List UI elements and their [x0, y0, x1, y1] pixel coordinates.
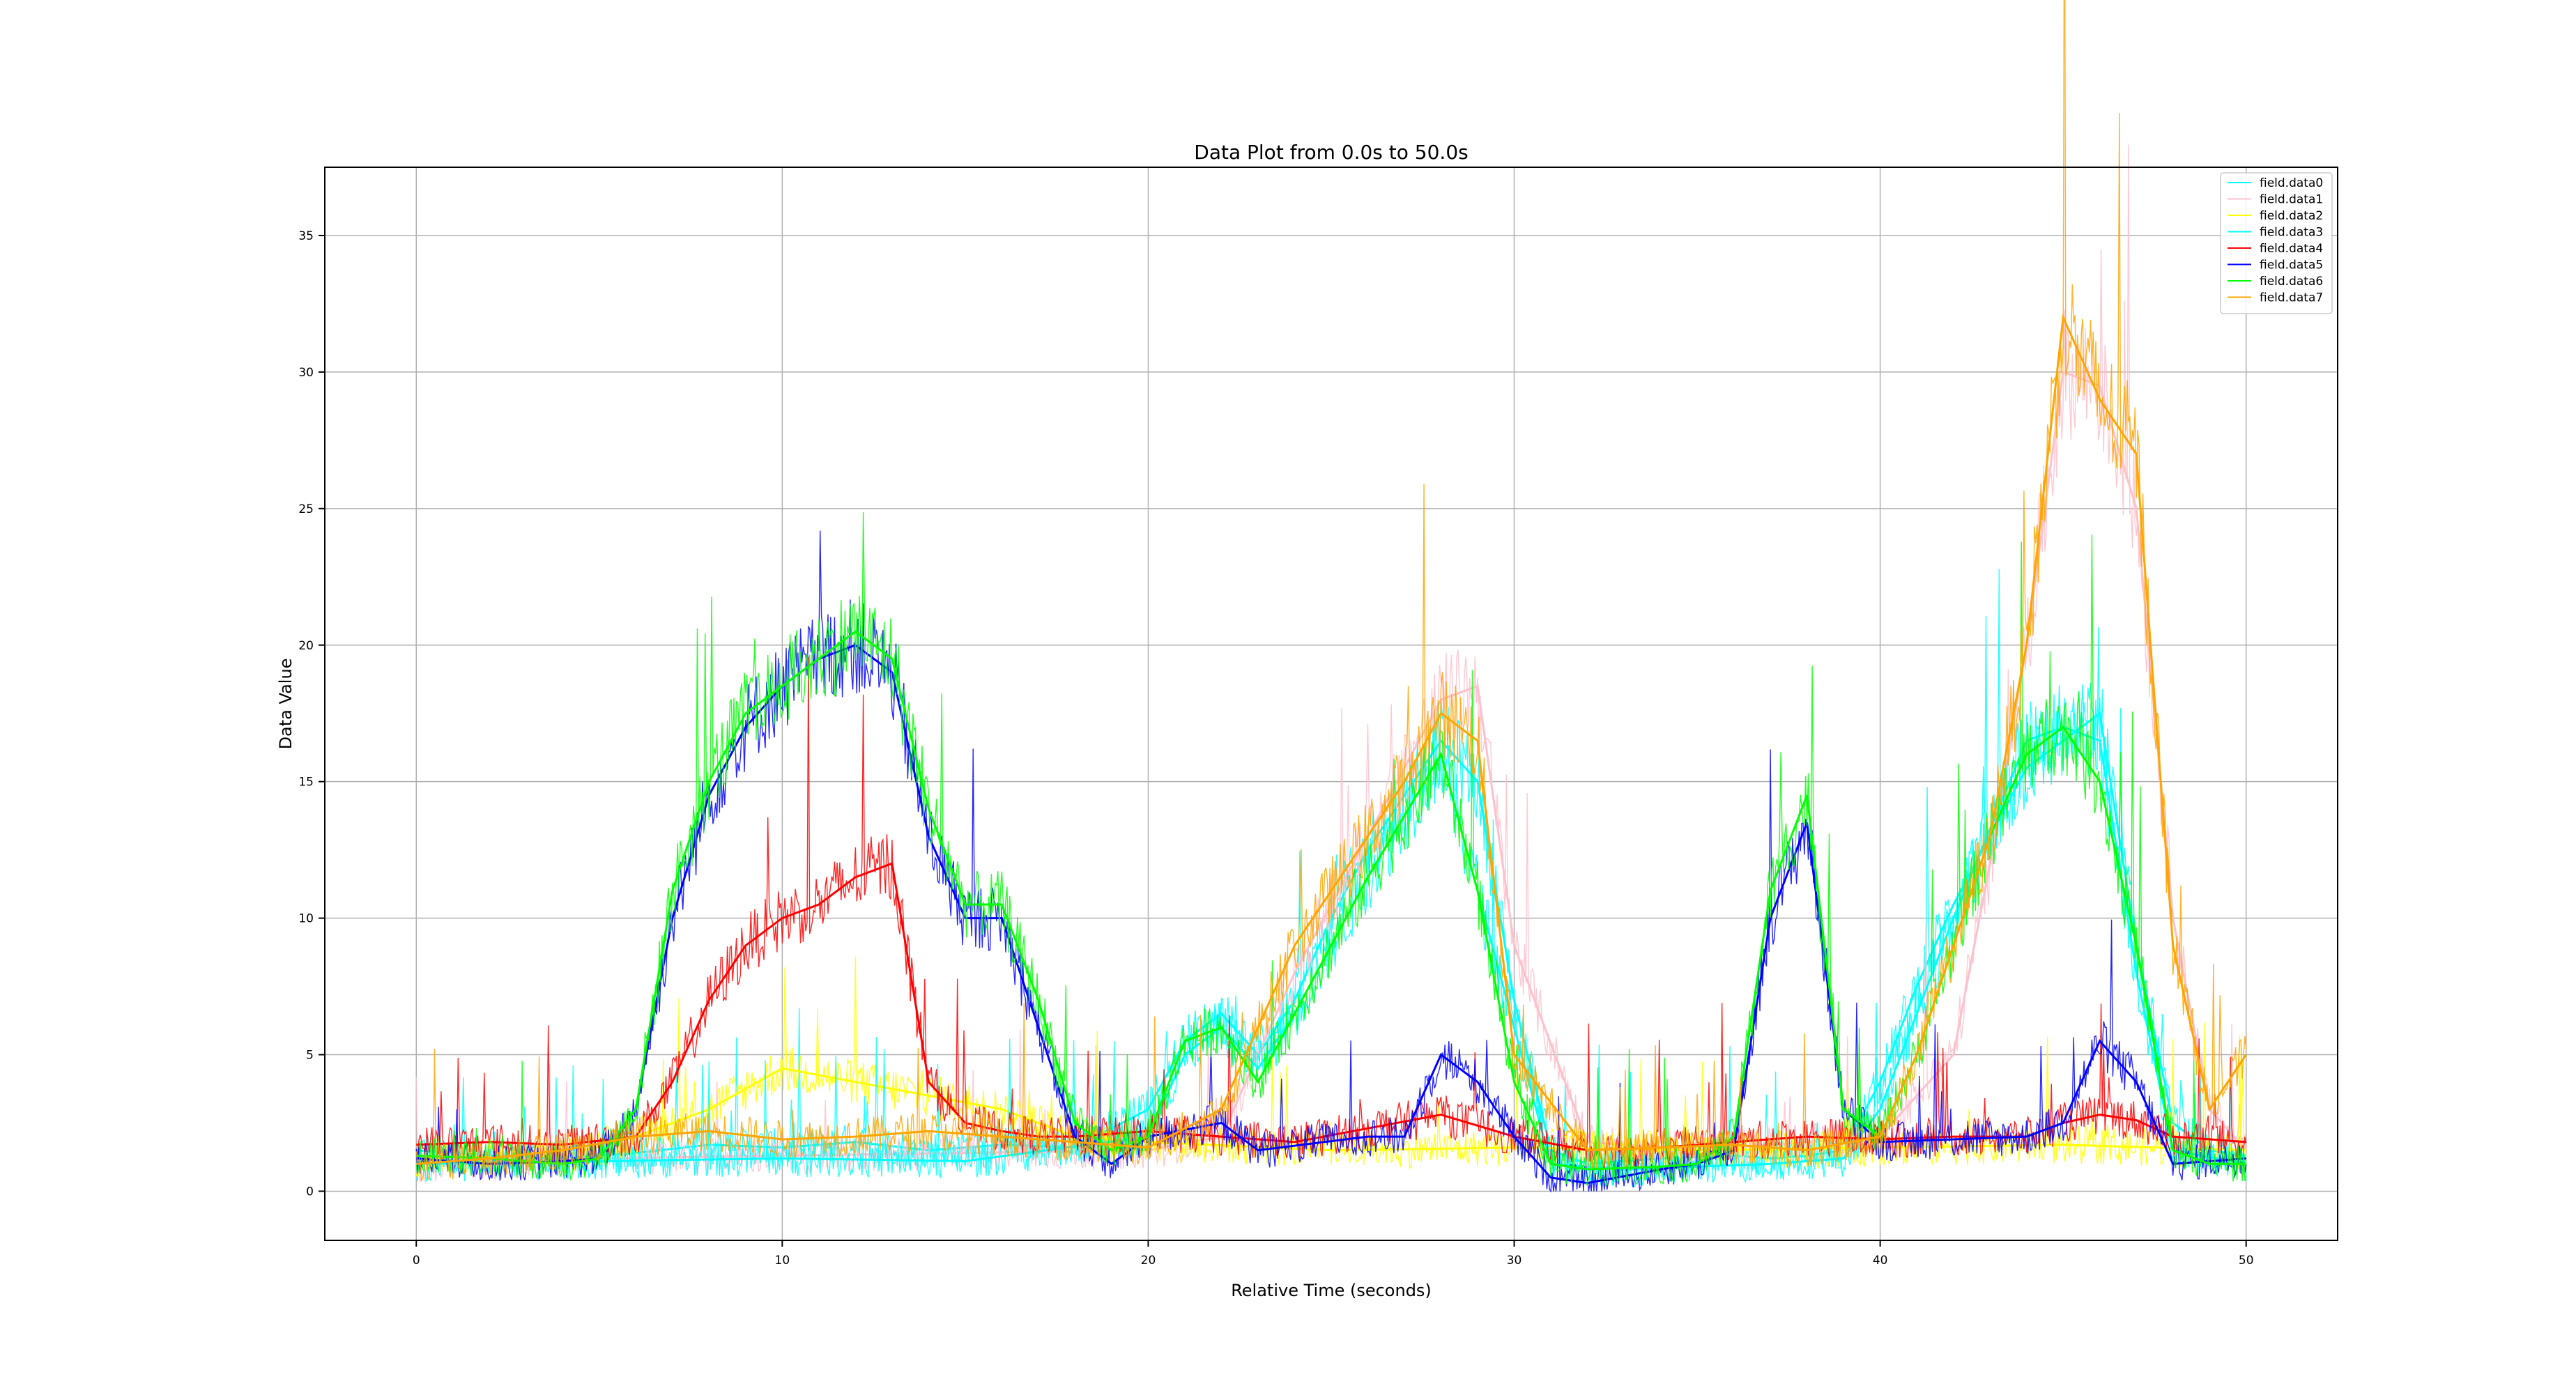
legend-label: field.data4: [2260, 242, 2323, 256]
series-trend-field-data3: [416, 725, 2246, 1171]
y-tick-label: 5: [306, 1049, 314, 1063]
grid-lines: [325, 167, 2338, 1240]
y-tick-label: 0: [306, 1185, 314, 1199]
x-tick-label: 0: [413, 1254, 420, 1268]
y-tick-label: 15: [298, 776, 314, 790]
legend-label: field.data0: [2260, 176, 2323, 190]
x-tick-label: 10: [775, 1254, 790, 1268]
legend-label: field.data1: [2260, 193, 2323, 207]
series-line-field-data7: [415, 0, 2247, 1182]
series-trend-field-data1: [416, 370, 2247, 1165]
series-lines: [415, 0, 2247, 1193]
legend-label: field.data7: [2260, 291, 2323, 305]
y-tick-label: 35: [298, 229, 314, 243]
series-trend-field-data7: [416, 313, 2247, 1165]
y-tick-label: 25: [298, 502, 314, 516]
y-tick-label: 30: [298, 366, 314, 380]
chart-title: Data Plot from 0.0s to 50.0s: [1194, 141, 1468, 164]
series-trend-field-data0: [416, 711, 2246, 1165]
series-line-field-data4: [415, 656, 2247, 1169]
y-tick-label: 10: [298, 912, 314, 926]
x-tick-label: 40: [1873, 1254, 1888, 1268]
x-tick-label: 20: [1141, 1254, 1156, 1268]
y-axis-label: Data Value: [276, 659, 296, 750]
x-tick-label: 30: [1507, 1254, 1522, 1268]
plot-frame: [324, 167, 2338, 1241]
legend-label: field.data6: [2260, 275, 2323, 288]
series-line-field-data5: [415, 530, 2247, 1193]
legend-label: field.data5: [2260, 259, 2323, 272]
legend-label: field.data3: [2260, 226, 2323, 240]
y-tick-label: 20: [298, 639, 314, 653]
legend-box: [2220, 172, 2333, 314]
legend-label: field.data2: [2260, 209, 2323, 223]
axis-ticks: 0 10 20 30 40 50 0 5 10 15 20 25 30 35: [298, 229, 2253, 1268]
series-line-field-data1: [415, 144, 2247, 1183]
series-line-field-data6: [415, 511, 2247, 1187]
legend: field.data0 field.data1 field.data2 field.d…: [2220, 172, 2333, 314]
x-tick-label: 50: [2239, 1254, 2254, 1268]
x-axis-label: Relative Time (seconds): [1231, 1281, 1432, 1300]
